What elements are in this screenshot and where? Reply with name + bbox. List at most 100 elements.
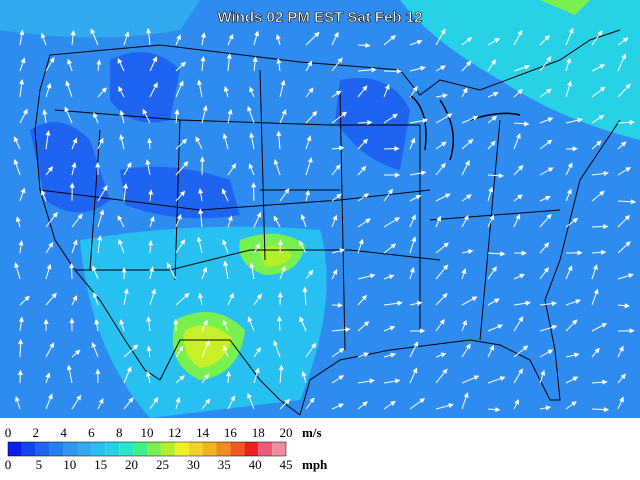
wind-arrow-head [49,342,55,349]
wind-arrow-head [47,166,54,172]
wind-arrow-head [17,338,24,345]
wind-arrow-head [336,193,342,199]
wind-arrow-head [389,325,396,331]
wind-arrow-head [152,56,158,63]
wind-arrow-head [305,189,310,196]
wind-arrow-head [394,378,401,384]
wind-arrow-head [51,292,57,299]
wind-arrow-head [24,295,30,302]
wind-arrow-head [142,108,148,115]
wind-arrow-head [592,264,598,270]
wind-arrow-head [358,238,364,245]
ms-tick-label: 12 [168,425,181,440]
wind-arrow-head [625,83,631,90]
north-border [49,29,621,96]
wind-arrow-head [95,368,101,374]
wind-arrow-head [173,319,179,325]
mph-tick-label: 15 [94,457,107,472]
wind-arrow-head [577,250,583,256]
wind-arrow-head [547,167,554,173]
wind-arrow-head [333,31,339,38]
wind-arrow-head [119,319,125,325]
wind-arrow-head [629,328,635,334]
ms-tick-label: 8 [116,425,123,440]
wind-arrow-head [337,57,343,64]
wind-arrow-head [543,242,550,248]
wind-arrow-head [546,88,552,94]
wind-arrow-head [101,87,107,93]
wind-arrow-head [419,398,426,404]
wind-arrow-head [522,345,529,351]
wind-arrow-head [499,376,506,381]
mph-tick-label: 45 [280,457,293,472]
wind-arrow-head [151,288,157,295]
wind-arrow-head [276,58,282,64]
coast-border [34,54,301,416]
wind-arrow-head [203,373,210,380]
wind-arrow-head [462,319,467,326]
wind-arrow-head [394,217,400,223]
legend-swatch [49,442,64,456]
mph-tick-label: 10 [63,457,76,472]
wind-arrow-head [121,267,127,273]
legend-swatch [8,442,22,456]
wind-arrow-head [46,82,52,89]
wind-arrow-head [197,79,203,86]
wind-arrow-head [546,139,553,145]
wind-arrow-head [45,372,51,379]
wind-arrow-head [547,349,554,355]
wind-arrow-head [126,366,132,373]
wind-arrow-head [412,85,418,92]
wind-arrow-head [448,403,454,409]
wind-arrow-head [66,364,72,371]
wind-arrow-head [440,28,446,35]
wind-arrow-head [629,119,635,125]
wind-arrow-head [630,199,637,205]
wind-arrow-head [47,393,53,400]
wind-arrow-head [205,398,211,405]
wind-arrow-head [397,300,403,306]
wind-arrow-head [491,115,498,121]
wind-arrow-head [119,109,125,116]
wind-arrow-head [497,324,504,330]
wind-arrow-head [98,137,104,144]
legend-swatch [21,442,36,456]
wind-arrow-head [179,190,186,197]
wind-arrow-head [99,209,105,216]
wind-arrow-head [599,190,605,196]
wind-arrow-head [20,57,26,64]
wind-arrow-head [546,213,552,220]
wind-arrow-head [467,249,474,255]
wind-arrow-head [178,345,184,352]
wind-arrow-head [494,38,500,43]
wind-arrow-head [332,214,338,221]
wind-arrow-head [461,268,467,274]
wind-arrow-head [13,136,19,143]
wind-arrow-head [545,405,552,411]
wind-arrow-head [388,274,395,280]
wind-arrow-head [473,375,480,381]
wind-arrow-head [338,145,345,151]
wind-arrow-head [202,266,208,273]
wind-arrow-head [594,347,600,354]
wind-arrow-head [91,341,97,348]
wind-arrow-head [620,373,626,380]
wind-arrow-head [229,292,234,299]
wind-arrow-head [49,57,55,63]
wind-arrow-head [416,39,423,45]
wind-arrow-head [442,93,449,99]
wind-arrow-head [413,341,419,348]
wind-arrow-head [74,349,81,356]
wind-arrow-head [308,269,314,276]
wind-arrow-head [255,346,261,353]
wind-arrow-head [396,68,403,74]
wind-arrow-head [517,89,524,95]
wind-arrow-head [410,137,416,144]
wind-arrow-head [412,367,418,374]
wind-arrow-head [72,239,78,246]
wind-arrow-head [341,111,348,117]
wind-arrow-head [94,318,100,325]
wind-arrow-head [181,138,188,145]
wind-arrow-head [518,368,523,375]
wind-arrow-head [45,130,51,136]
